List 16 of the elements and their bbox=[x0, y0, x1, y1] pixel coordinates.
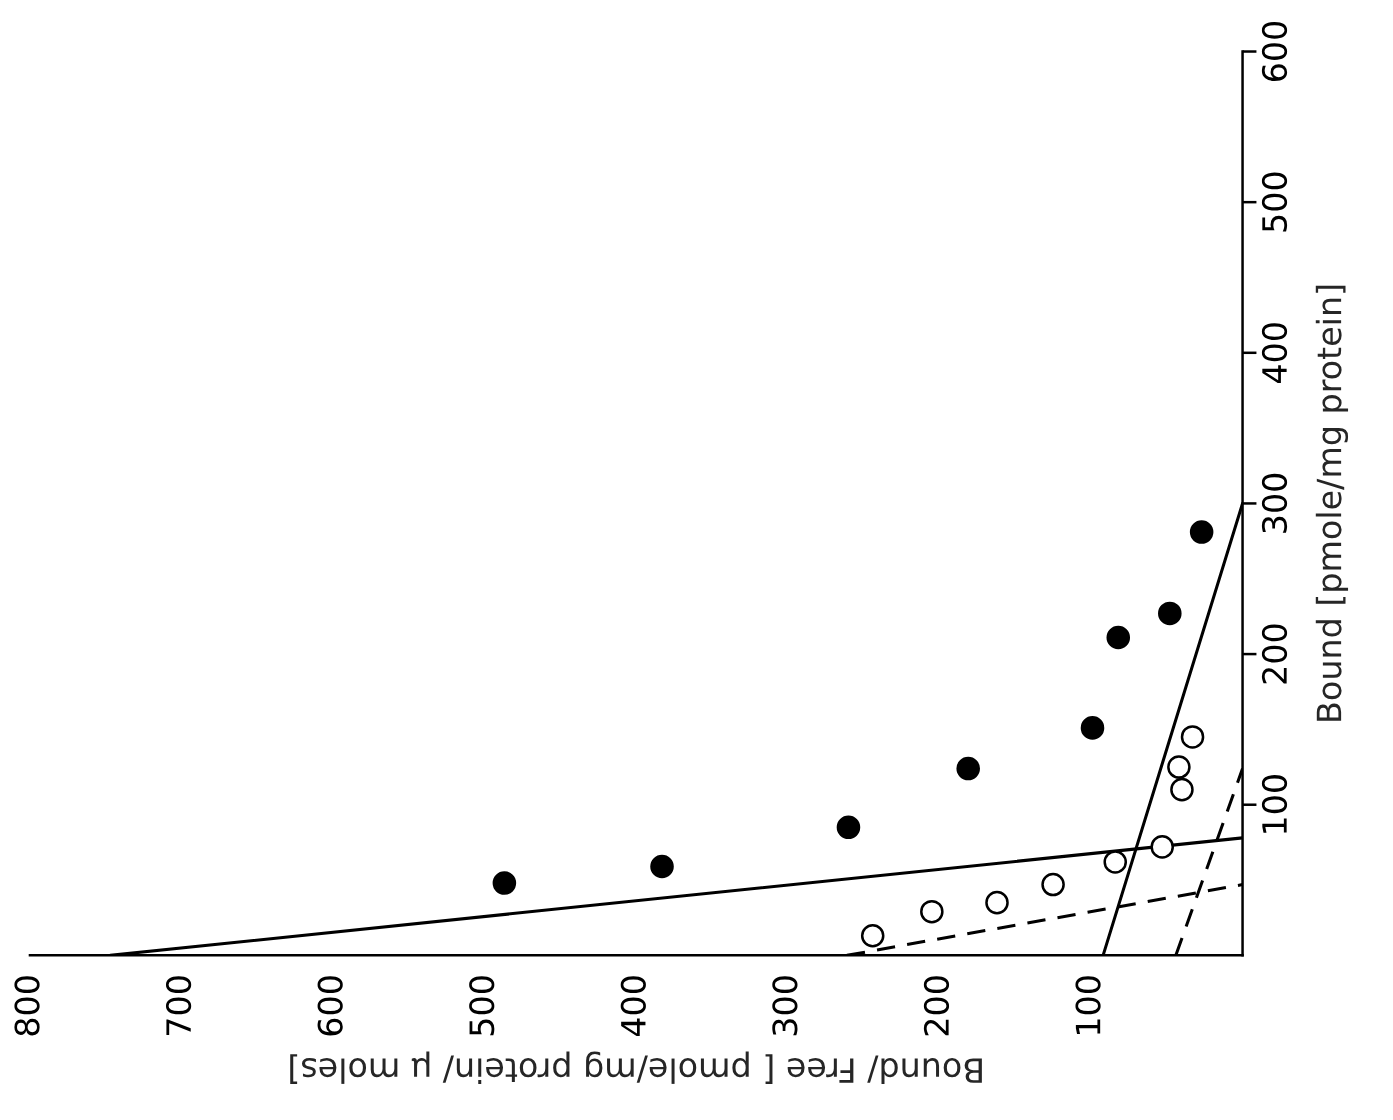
y-tick-label: 500 bbox=[1261, 172, 1288, 232]
x-tick-label: 200 bbox=[923, 976, 950, 1036]
x-tick-label: 600 bbox=[317, 976, 343, 1036]
y-tick-label: 300 bbox=[1261, 473, 1288, 533]
y-tick-label: 400 bbox=[1261, 323, 1288, 383]
y-tick-label: 200 bbox=[1261, 624, 1288, 684]
x-axis-title: Bound/ Free [ pmole/mg protein/ μ moles] bbox=[290, 1051, 982, 1084]
x-tick-label: 100 bbox=[1075, 976, 1101, 1035]
y-axis-title: Bound [pmole/mg protein] bbox=[1315, 285, 1349, 721]
x-tick-label: 700 bbox=[165, 976, 192, 1035]
y-tick-label: 100 bbox=[1261, 775, 1288, 833]
y-tick-label: 600 bbox=[1261, 21, 1288, 81]
x-tick-label: 800 bbox=[14, 976, 40, 1036]
x-tick-label: 400 bbox=[620, 976, 646, 1037]
x-tick-label: 300 bbox=[772, 976, 798, 1036]
x-tick-label: 500 bbox=[469, 976, 495, 1036]
